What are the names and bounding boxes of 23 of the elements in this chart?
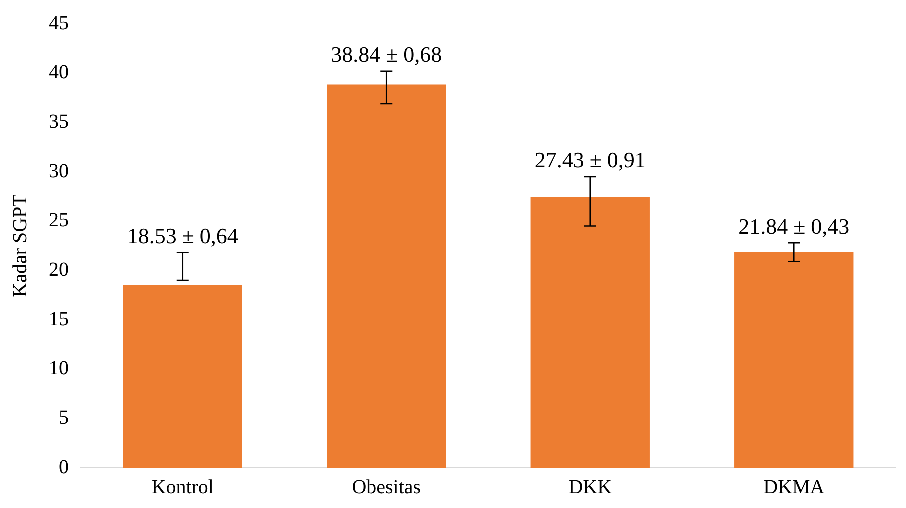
y-tick-label: 35 xyxy=(49,110,69,133)
bar xyxy=(327,84,446,468)
y-tick-label: 45 xyxy=(49,12,69,34)
y-tick-label: 15 xyxy=(49,308,69,330)
y-tick-label: 5 xyxy=(59,406,69,429)
y-tick-label: 40 xyxy=(49,62,69,84)
bar xyxy=(734,252,854,468)
data-label: 18.53 ± 0,64 xyxy=(127,224,238,249)
x-tick-label: DKK xyxy=(568,476,613,498)
bar xyxy=(123,285,242,468)
y-tick-label: 30 xyxy=(49,160,69,182)
y-tick-label: 0 xyxy=(59,456,69,478)
data-label: 38.84 ± 0,68 xyxy=(331,42,442,68)
bar xyxy=(530,197,650,468)
y-tick-label: 10 xyxy=(49,358,69,380)
x-tick-label: Obesitas xyxy=(352,476,422,498)
y-tick-label: 20 xyxy=(49,258,69,281)
y-tick-label: 25 xyxy=(49,210,69,232)
data-label: 27.43 ± 0,91 xyxy=(534,148,646,173)
x-tick-label: Kontrol xyxy=(152,476,214,498)
data-label: 21.84 ± 0,43 xyxy=(738,214,850,239)
y-axis-title: Kadar SGPT xyxy=(9,194,32,298)
x-tick-label: DKMA xyxy=(764,476,826,498)
